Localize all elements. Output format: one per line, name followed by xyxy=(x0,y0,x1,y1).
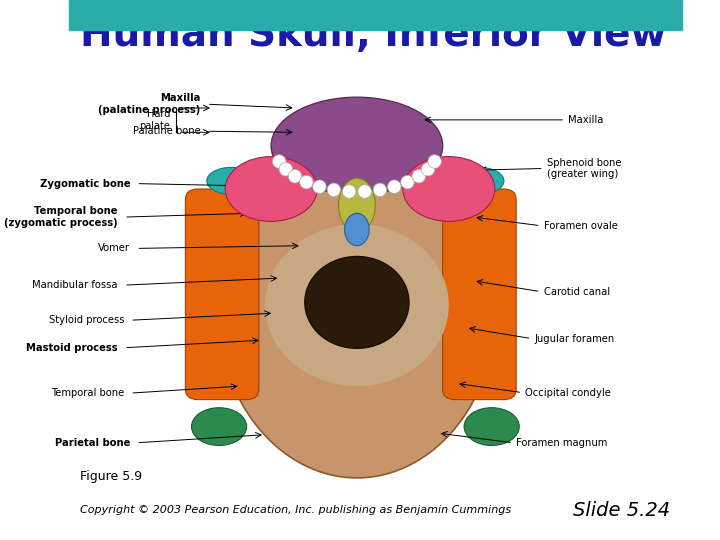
Ellipse shape xyxy=(403,157,495,221)
Text: Foramen ovale: Foramen ovale xyxy=(544,221,618,231)
Ellipse shape xyxy=(327,183,341,197)
Text: Figure 5.9: Figure 5.9 xyxy=(80,470,142,483)
Ellipse shape xyxy=(271,97,443,194)
Ellipse shape xyxy=(401,176,414,189)
Text: Temporal bone: Temporal bone xyxy=(51,388,124,398)
Ellipse shape xyxy=(343,185,356,198)
Text: Temporal bone
(zygomatic process): Temporal bone (zygomatic process) xyxy=(4,206,118,228)
Text: Occipital condyle: Occipital condyle xyxy=(526,388,611,397)
Text: Sphenoid bone
(greater wing): Sphenoid bone (greater wing) xyxy=(546,158,621,179)
Text: Slide 5.24: Slide 5.24 xyxy=(573,501,670,520)
FancyBboxPatch shape xyxy=(185,189,259,400)
Ellipse shape xyxy=(312,180,326,193)
Ellipse shape xyxy=(192,408,247,445)
Ellipse shape xyxy=(216,127,498,478)
Ellipse shape xyxy=(265,224,449,386)
Text: Human Skull, Inferior View: Human Skull, Inferior View xyxy=(80,16,667,54)
Ellipse shape xyxy=(279,163,292,176)
Text: Mandibular fossa: Mandibular fossa xyxy=(32,280,118,290)
Text: Parietal bone: Parietal bone xyxy=(55,438,130,448)
Text: Mastoid process: Mastoid process xyxy=(27,343,118,353)
Bar xyxy=(69,0,682,30)
Ellipse shape xyxy=(207,167,256,194)
Text: Maxilla
(palatine process): Maxilla (palatine process) xyxy=(99,93,201,115)
Ellipse shape xyxy=(358,185,372,198)
Ellipse shape xyxy=(225,157,317,221)
Text: Foramen magnum: Foramen magnum xyxy=(516,438,608,448)
Ellipse shape xyxy=(455,167,504,194)
Ellipse shape xyxy=(288,170,302,183)
Text: Maxilla: Maxilla xyxy=(568,115,603,125)
Text: Zygomatic bone: Zygomatic bone xyxy=(40,179,130,188)
Ellipse shape xyxy=(387,180,401,193)
Ellipse shape xyxy=(300,176,313,189)
Ellipse shape xyxy=(428,155,441,168)
Text: Carotid canal: Carotid canal xyxy=(544,287,610,296)
Ellipse shape xyxy=(272,155,286,168)
Ellipse shape xyxy=(373,183,387,197)
Ellipse shape xyxy=(338,178,375,232)
Ellipse shape xyxy=(421,163,435,176)
Text: Jugular foramen: Jugular foramen xyxy=(534,334,615,343)
Text: Copyright © 2003 Pearson Education, Inc. publishing as Benjamin Cummings: Copyright © 2003 Pearson Education, Inc.… xyxy=(80,505,511,515)
Ellipse shape xyxy=(412,170,426,183)
Text: Hard
palate: Hard palate xyxy=(139,109,170,131)
Text: Vomer: Vomer xyxy=(98,244,130,253)
Text: Palatine bone: Palatine bone xyxy=(133,126,201,136)
FancyBboxPatch shape xyxy=(443,189,516,400)
Text: Styloid process: Styloid process xyxy=(49,315,124,325)
Ellipse shape xyxy=(464,408,519,445)
Circle shape xyxy=(305,256,409,348)
Ellipse shape xyxy=(345,213,369,246)
